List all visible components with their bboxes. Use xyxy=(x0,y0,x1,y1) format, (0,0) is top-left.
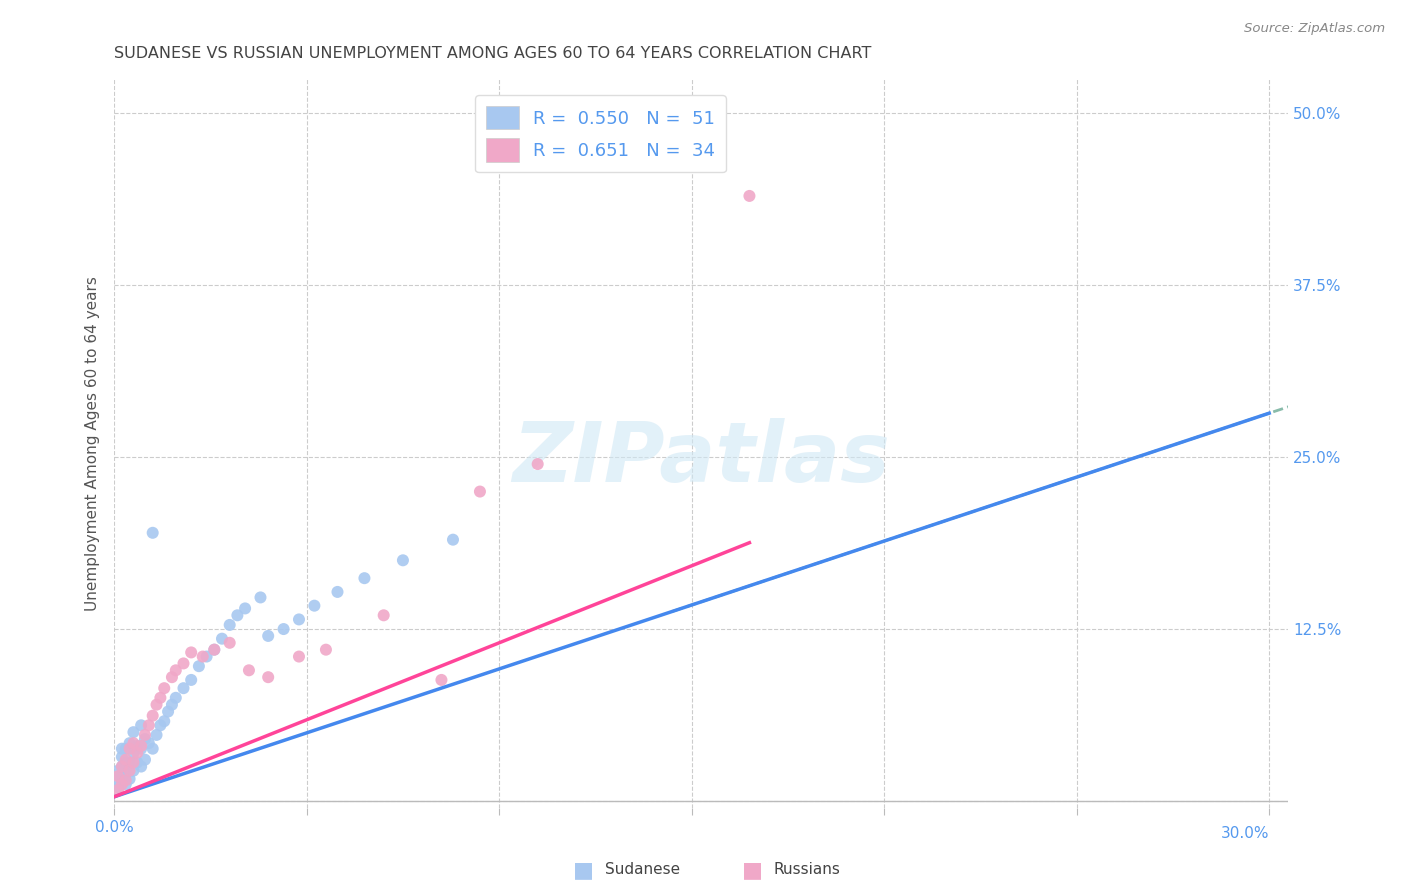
Point xyxy=(353,571,375,585)
Point xyxy=(134,728,156,742)
Point xyxy=(142,525,165,540)
Point xyxy=(315,642,337,657)
Point xyxy=(249,591,271,605)
Text: ■: ■ xyxy=(574,860,593,880)
Point xyxy=(134,753,156,767)
Point xyxy=(392,553,415,567)
Point xyxy=(129,741,152,756)
Point xyxy=(134,732,156,747)
Point xyxy=(122,764,145,778)
Point xyxy=(114,773,136,788)
Point xyxy=(127,756,149,770)
Point xyxy=(218,636,240,650)
Point xyxy=(138,718,160,732)
Point xyxy=(218,618,240,632)
Text: Russians: Russians xyxy=(773,863,841,877)
Point xyxy=(118,736,141,750)
Point xyxy=(180,673,202,687)
Point xyxy=(160,670,183,684)
Point xyxy=(127,739,149,753)
Point xyxy=(165,690,187,705)
Point xyxy=(107,769,129,783)
Point xyxy=(187,659,209,673)
Point xyxy=(118,756,141,770)
Point xyxy=(111,777,134,791)
Point xyxy=(149,690,172,705)
Point xyxy=(129,759,152,773)
Point xyxy=(142,741,165,756)
Point xyxy=(114,741,136,756)
Point xyxy=(127,746,149,760)
Point xyxy=(165,663,187,677)
Point xyxy=(107,773,129,788)
Y-axis label: Unemployment Among Ages 60 to 64 years: Unemployment Among Ages 60 to 64 years xyxy=(86,276,100,611)
Point xyxy=(195,649,218,664)
Point xyxy=(122,746,145,760)
Point xyxy=(160,698,183,712)
Point xyxy=(111,759,134,773)
Point xyxy=(173,657,195,671)
Point xyxy=(238,663,260,677)
Point xyxy=(226,608,249,623)
Point xyxy=(180,645,202,659)
Point xyxy=(430,673,453,687)
Point xyxy=(118,741,141,756)
Point xyxy=(145,728,167,742)
Text: ZIPatlas: ZIPatlas xyxy=(512,417,890,499)
Text: SUDANESE VS RUSSIAN UNEMPLOYMENT AMONG AGES 60 TO 64 YEARS CORRELATION CHART: SUDANESE VS RUSSIAN UNEMPLOYMENT AMONG A… xyxy=(114,46,872,62)
Text: 30.0%: 30.0% xyxy=(1220,826,1270,841)
Point xyxy=(114,766,136,780)
Point xyxy=(191,649,214,664)
Point xyxy=(114,756,136,770)
Point xyxy=(122,756,145,770)
Point xyxy=(304,599,326,613)
Point xyxy=(149,718,172,732)
Point xyxy=(111,750,134,764)
Point xyxy=(142,708,165,723)
Point xyxy=(202,642,225,657)
Point xyxy=(129,739,152,753)
Point xyxy=(107,780,129,794)
Point xyxy=(526,457,548,471)
Point xyxy=(118,772,141,786)
Point xyxy=(114,777,136,791)
Point xyxy=(211,632,233,646)
Point xyxy=(202,642,225,657)
Point xyxy=(233,601,256,615)
Point xyxy=(153,681,176,695)
Text: Source: ZipAtlas.com: Source: ZipAtlas.com xyxy=(1244,22,1385,36)
Point xyxy=(288,612,311,626)
Point xyxy=(122,736,145,750)
Point xyxy=(288,649,311,664)
Legend: R =  0.550   N =  51, R =  0.651   N =  34: R = 0.550 N = 51, R = 0.651 N = 34 xyxy=(475,95,725,172)
Point xyxy=(441,533,464,547)
Point xyxy=(326,585,349,599)
Point xyxy=(111,769,134,783)
Text: ■: ■ xyxy=(742,860,762,880)
Point xyxy=(107,764,129,778)
Text: Sudanese: Sudanese xyxy=(605,863,679,877)
Point xyxy=(738,189,761,203)
Point xyxy=(138,736,160,750)
Point xyxy=(111,741,134,756)
Point xyxy=(273,622,295,636)
Point xyxy=(153,714,176,728)
Point xyxy=(107,783,129,797)
Point xyxy=(114,753,136,767)
Point xyxy=(122,725,145,739)
Point xyxy=(173,681,195,695)
Point xyxy=(157,705,180,719)
Point xyxy=(129,718,152,732)
Point xyxy=(257,670,280,684)
Point xyxy=(118,764,141,778)
Point xyxy=(111,759,134,773)
Point xyxy=(145,698,167,712)
Point xyxy=(257,629,280,643)
Point xyxy=(468,484,491,499)
Point xyxy=(373,608,395,623)
